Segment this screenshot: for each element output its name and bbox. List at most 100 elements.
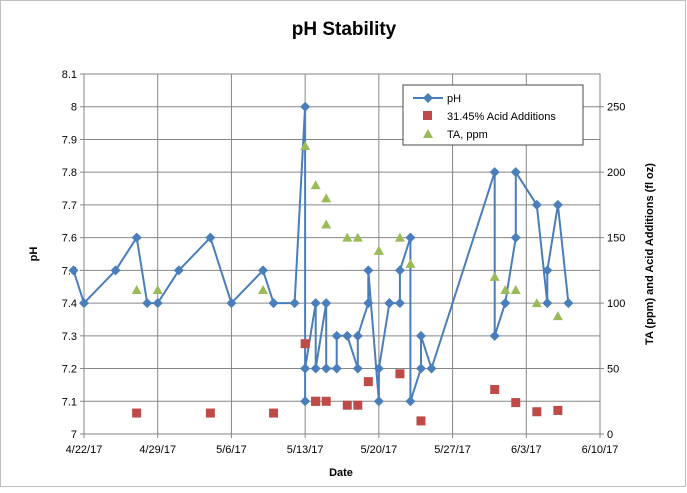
acid-point (511, 398, 521, 408)
y2-axis-ticks: 0 50 100 150 200 250 (600, 102, 625, 441)
ph-point (331, 363, 342, 374)
ph-point (173, 265, 184, 276)
ph-point (310, 298, 321, 309)
ph-point (500, 298, 511, 309)
ta-point (152, 285, 163, 294)
ph-point (363, 298, 374, 309)
y-tick-label: 7.9 (62, 134, 77, 146)
y-tick-label: 7.7 (62, 200, 77, 212)
x-axis-ticks: 4/22/17 4/29/17 5/6/17 5/13/17 5/20/17 5/27/1… (66, 434, 618, 456)
ph-point (352, 330, 363, 341)
ph-point (542, 265, 553, 276)
ta-point (500, 285, 511, 294)
ph-point (342, 330, 353, 341)
acid-point (532, 407, 542, 417)
ph-point (489, 330, 500, 341)
ph-point (331, 330, 342, 341)
y-tick-label: 7.3 (62, 331, 77, 343)
ph-point (552, 199, 563, 210)
legend-ph-diamond (423, 93, 433, 103)
ph-point (373, 396, 384, 407)
ph-point (142, 298, 153, 309)
x-tick-label: 5/27/17 (434, 444, 471, 456)
ta-point (300, 141, 311, 150)
ph-point (384, 298, 395, 309)
y2-tick-label: 250 (607, 102, 625, 114)
legend-item-ph: pH (413, 93, 461, 105)
acid-point (395, 369, 405, 379)
ph-point (531, 199, 542, 210)
acid-point (490, 384, 500, 394)
ph-point (300, 101, 311, 112)
ph-point (226, 298, 237, 309)
ph-point (426, 363, 437, 374)
ta-point (394, 232, 405, 242)
ta-point (531, 298, 542, 308)
ph-point (373, 363, 384, 374)
ta-point (321, 193, 332, 203)
ph-point (321, 363, 332, 374)
ph-point (110, 265, 121, 276)
series-layer (68, 101, 574, 426)
acid-point (311, 396, 321, 406)
acid-point (205, 408, 215, 418)
y-tick-label: 7.6 (62, 233, 77, 245)
legend-ta-label: TA, ppm (447, 129, 488, 141)
ta-point (510, 285, 521, 294)
x-tick-label: 5/20/17 (361, 444, 398, 456)
ph-point (79, 298, 89, 309)
ph-point (268, 298, 279, 309)
ph-point (489, 167, 500, 178)
ta-point (310, 180, 321, 190)
ta-point (258, 285, 269, 294)
y2-tick-label: 50 (607, 364, 619, 376)
y-tick-label: 7.2 (62, 364, 77, 376)
x-tick-label: 5/6/17 (216, 444, 247, 456)
ph-point (542, 298, 553, 309)
y2-axis-title: TA (ppm) and Acid Additions (fl oz) (644, 163, 656, 345)
x-axis-title: Date (329, 467, 353, 479)
ph-point (563, 298, 574, 309)
ph-point (363, 265, 374, 276)
ph-point (300, 363, 311, 374)
acid-point (321, 396, 331, 406)
y-axis-title: pH (28, 247, 40, 262)
ph-point (510, 232, 521, 243)
x-tick-label: 5/13/17 (287, 444, 324, 456)
y-tick-label: 7 (71, 429, 77, 441)
ph-point (405, 396, 416, 407)
legend-ph-label: pH (447, 93, 461, 105)
ph-point (510, 167, 521, 178)
ph-point (258, 265, 269, 276)
ph-point (405, 232, 416, 243)
ph-point (68, 265, 79, 276)
acid-point (269, 408, 279, 418)
y-axis-ticks: 77.17.27.37.47.57.67.77.87.988.1 (62, 69, 84, 441)
legend-acid-square (423, 111, 432, 120)
ta-point (131, 285, 142, 294)
ph-point (205, 232, 216, 243)
ph-series-line (72, 105, 570, 403)
y2-tick-label: 100 (607, 298, 625, 310)
x-tick-label: 6/3/17 (511, 444, 542, 456)
ph-point (321, 298, 332, 309)
y-tick-label: 8.1 (62, 69, 77, 81)
y-tick-label: 8 (71, 102, 77, 114)
y2-tick-label: 200 (607, 167, 625, 179)
ph-point (394, 265, 405, 276)
ta-point (489, 271, 500, 281)
ph-point (300, 396, 311, 407)
legend-item-ta: TA, ppm (423, 129, 488, 141)
ph-point (131, 232, 142, 243)
ta-point (552, 311, 563, 321)
legend-box (402, 84, 584, 146)
chart-title: pH Stability (292, 19, 397, 40)
ph-point (415, 363, 426, 374)
ta-point (321, 219, 332, 229)
legend-acid-label: 31.45% Acid Additions (447, 111, 556, 123)
ph-point (352, 363, 363, 374)
y-tick-label: 7.1 (62, 396, 77, 408)
ph-point (152, 298, 163, 309)
